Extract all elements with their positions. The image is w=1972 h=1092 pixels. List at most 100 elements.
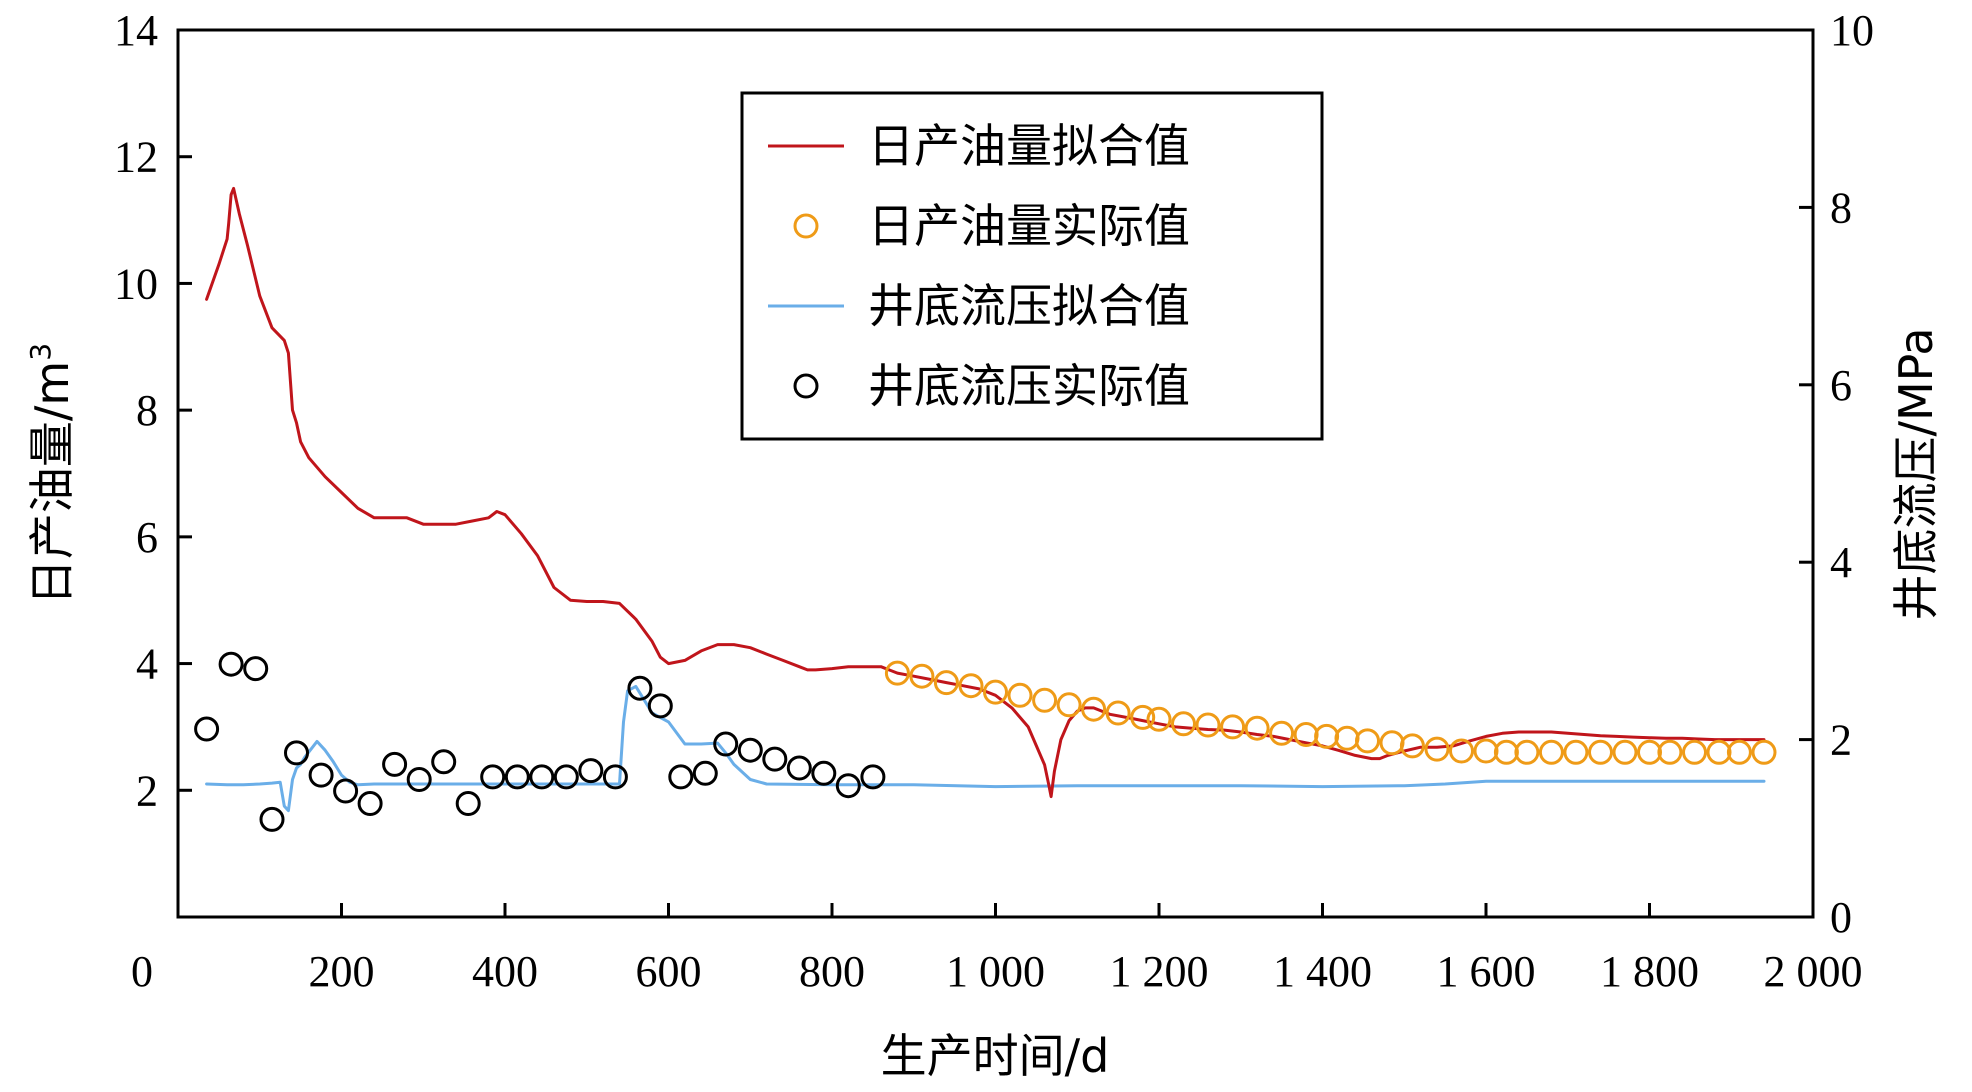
series-point-3 [504, 764, 530, 790]
x-axis-title: 生产时间/d [881, 1029, 1110, 1083]
data-marks [194, 186, 1777, 832]
series-point-1 [1399, 733, 1425, 759]
series-point-3 [737, 737, 763, 763]
x-axis-ticks: 0 200 400 600 800 1 000 1 200 1 400 1 600 1 800 2 … [131, 903, 1863, 996]
x-tick-label: 0 [131, 947, 153, 996]
series-point-1 [1449, 738, 1474, 764]
series-point-1 [1588, 739, 1613, 765]
series-point-1 [909, 663, 935, 689]
series-point-1 [1056, 692, 1082, 718]
series-point-1 [1195, 712, 1221, 738]
series-point-3 [553, 764, 579, 790]
y-right-tick-label: 8 [1830, 183, 1852, 232]
y-left-axis-title-main: 日产油量/m [25, 361, 79, 605]
legend-box [740, 91, 1324, 441]
series-point-1 [1726, 739, 1752, 765]
legend-label-pressure-actual: 井底流压实际值 [868, 359, 1190, 413]
series-point-1 [1105, 700, 1131, 726]
series-point-3 [529, 764, 555, 790]
series-point-1 [1612, 739, 1638, 765]
y-left-axis-title: 日产油量/m3 [24, 343, 79, 605]
x-tick-label: 1 800 [1600, 947, 1699, 996]
y-right-axis-ticks: 0 2 4 6 8 10 [1799, 6, 1874, 942]
x-tick-label: 800 [799, 947, 865, 996]
series-point-3 [431, 749, 457, 775]
series-point-3 [647, 693, 673, 719]
y-left-tick-label: 6 [136, 513, 158, 562]
series-point-3 [333, 778, 359, 804]
y-left-tick-label: 4 [136, 640, 158, 689]
series-point-1 [1682, 739, 1707, 765]
series-point-3 [762, 746, 788, 772]
series-point-3 [455, 791, 481, 816]
series-point-3 [406, 767, 432, 792]
series-point-1 [1355, 728, 1380, 754]
y-left-tick-label: 8 [136, 386, 158, 435]
y-left-tick-label: 10 [114, 259, 158, 308]
y-left-axis-ticks: 2 4 6 8 10 12 14 [114, 6, 192, 815]
series-point-3 [480, 764, 506, 790]
series-point-3 [786, 755, 812, 781]
series-point-1 [1473, 738, 1499, 764]
y-right-tick-label: 6 [1830, 361, 1852, 410]
series-point-1 [1563, 739, 1589, 765]
x-tick-label: 1 000 [946, 947, 1045, 996]
y-right-tick-label: 10 [1830, 6, 1874, 55]
series-point-3 [860, 764, 886, 790]
legend-label-pressure-fit: 井底流压拟合值 [868, 279, 1190, 333]
series-point-3 [243, 656, 269, 682]
series-point-1 [1269, 720, 1295, 746]
series-point-3 [218, 651, 244, 677]
series-point-1 [1130, 704, 1156, 730]
legend-label-oil-actual: 日产油量实际值 [868, 199, 1190, 253]
series-point-3 [692, 760, 718, 786]
series-point-1 [1171, 711, 1196, 737]
x-tick-label: 1 600 [1437, 947, 1536, 996]
y-left-tick-label: 2 [136, 766, 158, 815]
series-point-1 [1751, 739, 1777, 765]
series-point-3 [668, 764, 694, 790]
series-point-1 [1146, 706, 1172, 732]
x-tick-label: 2 000 [1764, 947, 1863, 996]
y-left-axis-title-superscript: 3 [24, 343, 57, 361]
x-tick-label: 600 [636, 947, 702, 996]
series-point-3 [308, 762, 334, 788]
legend: 日产油量拟合值 日产油量实际值 井底流压拟合值 井底流压实际值 [740, 91, 1324, 441]
y-right-tick-label: 4 [1830, 538, 1852, 587]
series-point-1 [1657, 739, 1683, 765]
y-right-tick-label: 0 [1830, 893, 1852, 942]
series-point-1 [1424, 736, 1450, 762]
series-point-1 [983, 679, 1008, 705]
x-tick-label: 400 [472, 947, 538, 996]
series-point-1 [1220, 714, 1246, 740]
y-right-axis-title: 井底流压/MPa [1889, 327, 1943, 620]
y-left-tick-label: 12 [114, 133, 158, 182]
x-tick-label: 1 400 [1273, 947, 1372, 996]
series-point-3 [602, 764, 628, 790]
series-point-3 [194, 716, 220, 742]
series-point-3 [627, 675, 653, 701]
series-point-1 [958, 673, 984, 699]
series-point-3 [578, 758, 604, 784]
series-point-1 [1637, 739, 1662, 765]
series-point-3 [284, 740, 309, 766]
series-point-1 [1081, 696, 1107, 722]
series-point-1 [1007, 682, 1033, 708]
y-right-tick-label: 2 [1830, 716, 1852, 765]
series-point-3 [713, 731, 739, 757]
series-point-1 [1538, 739, 1564, 765]
series-point-3 [811, 760, 837, 786]
series-point-3 [835, 773, 861, 799]
y-left-tick-label: 14 [114, 6, 158, 55]
series-point-3 [259, 806, 285, 832]
x-tick-label: 1 200 [1110, 947, 1209, 996]
series-line-2 [205, 684, 1766, 813]
series-point-1 [1514, 739, 1540, 765]
series-point-1 [1706, 739, 1732, 765]
legend-swatch-pressure-actual [793, 373, 819, 399]
legend-label-oil-fit: 日产油量拟合值 [868, 119, 1190, 173]
x-tick-label: 200 [309, 947, 375, 996]
series-point-3 [382, 751, 408, 777]
series-point-1 [1244, 715, 1270, 741]
